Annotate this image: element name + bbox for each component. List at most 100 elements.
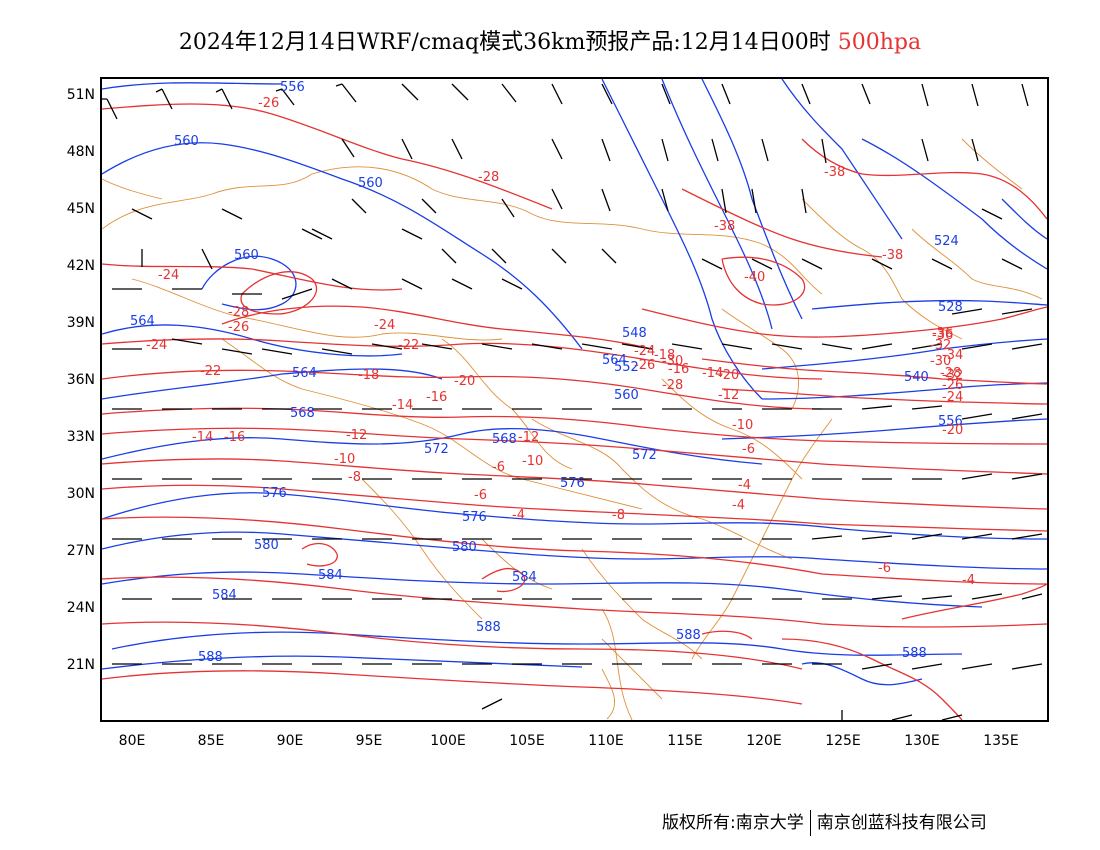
barb [301, 228, 323, 240]
height-contour-label: 588 [198, 650, 223, 665]
barb [961, 663, 993, 670]
barb [201, 248, 213, 270]
barb [215, 88, 233, 110]
barb [1001, 258, 1023, 270]
temperature-contour-label: -20 [454, 374, 475, 389]
copyright-separator [809, 810, 811, 836]
lat-tick-label: 30N [66, 486, 95, 502]
barb [551, 83, 563, 105]
barb [751, 258, 773, 270]
temperature-contour-label: -32 [930, 338, 951, 353]
temperature-contour-label: -24 [634, 344, 655, 359]
barb [331, 278, 353, 290]
temperature-contour-label: -4 [512, 508, 525, 523]
barb [951, 308, 983, 315]
barb [1011, 533, 1043, 540]
barb [1011, 343, 1043, 350]
barb [921, 138, 929, 162]
lat-tick-label: 36N [66, 372, 95, 388]
temperature-contour-label: -36 [932, 328, 953, 343]
height-contour-label: 588 [902, 646, 927, 661]
barb [481, 343, 513, 350]
temperature-contour-label: -12 [718, 388, 739, 403]
title-main: 2024年12月14日WRF/cmaq模式36km预报产品:12月14日00时 [178, 30, 831, 55]
temperature-contour-label: -38 [824, 165, 845, 180]
temperature-contour-label: -6 [492, 460, 505, 475]
lon-tick-label: 110E [588, 733, 624, 749]
barb [961, 533, 993, 540]
temperature-contour-label: -16 [668, 362, 689, 377]
temperature-contour-label: -26 [942, 378, 963, 393]
temperature-contour-label: -24 [146, 338, 167, 353]
barb [1001, 308, 1033, 315]
barb [102, 98, 118, 120]
temperature-contour-label: -36 [932, 326, 953, 341]
barb [551, 138, 563, 160]
lon-tick-label: 80E [118, 733, 146, 749]
title-level: 500hpa [837, 30, 922, 55]
barb [861, 663, 893, 670]
lat-tick-label: 24N [66, 600, 95, 616]
barb [401, 83, 419, 101]
height-contour-label: 572 [424, 442, 449, 457]
barb [451, 278, 473, 290]
barb [421, 343, 453, 350]
barb [1021, 593, 1043, 600]
barb [601, 248, 617, 264]
barb [931, 258, 953, 270]
barb [771, 343, 803, 350]
height-contour-label: 552 [614, 360, 639, 375]
barb [441, 248, 457, 264]
barb [971, 83, 979, 107]
temperature-contour-label: -8 [612, 508, 625, 523]
barb [371, 343, 403, 350]
temperature-contour-label: -30 [662, 354, 683, 369]
lon-tick-label: 115E [667, 733, 703, 749]
temperature-contour-label: -6 [474, 488, 487, 503]
height-contour-label: 580 [452, 540, 477, 555]
barb [721, 188, 727, 214]
barb [861, 535, 893, 540]
temperature-contour-label: -34 [942, 348, 963, 363]
temperature-contour-label: -22 [398, 338, 419, 353]
temperature-contour-label: -20 [942, 423, 963, 438]
barb [701, 258, 723, 270]
barb [871, 258, 893, 270]
height-contour-label: 524 [934, 234, 959, 249]
barb [711, 138, 719, 162]
temperature-contour-label: -10 [732, 418, 753, 433]
barb [221, 348, 253, 355]
lat-tick-label: 42N [66, 258, 95, 274]
lat-tick-label: 33N [66, 429, 95, 445]
height-contour-label: 548 [622, 326, 647, 341]
temperature-contour-label: -4 [732, 498, 745, 513]
temperature-label-layer: -26-28-24-28-26 -24-24 -22-22 -18 -20-16-14-… [146, 96, 975, 588]
barb [661, 138, 669, 162]
barb [661, 188, 669, 212]
height-contour-label: 560 [174, 134, 199, 149]
barb [801, 258, 823, 270]
lon-tick-label: 125E [825, 733, 861, 749]
barb [821, 343, 853, 350]
barb [671, 343, 703, 350]
lon-tick-label: 130E [904, 733, 940, 749]
height-contour-label: 584 [512, 570, 537, 585]
height-contour-label: 576 [262, 486, 287, 501]
height-contour-label: 568 [492, 432, 517, 447]
copyright-right: 南京创蓝科技有限公司 [816, 813, 987, 833]
lon-tick-label: 135E [983, 733, 1019, 749]
barb [961, 473, 993, 480]
temperature-contour-label: -28 [940, 366, 961, 381]
barb [1011, 413, 1043, 420]
barb [921, 83, 929, 107]
height-contour-label: 588 [676, 628, 701, 643]
barb [321, 348, 353, 355]
height-contour-label: 556 [280, 80, 305, 95]
temperature-contour-label: -16 [224, 430, 245, 445]
temperature-contour-label: -38 [714, 219, 735, 234]
height-contour-label: 560 [358, 176, 383, 191]
lat-tick-label: 48N [66, 144, 95, 160]
copyright: 版权所有:南京大学 南京创蓝科技有限公司 [662, 808, 987, 836]
barb [911, 663, 943, 670]
temperature-contour-label: -18 [358, 368, 379, 383]
